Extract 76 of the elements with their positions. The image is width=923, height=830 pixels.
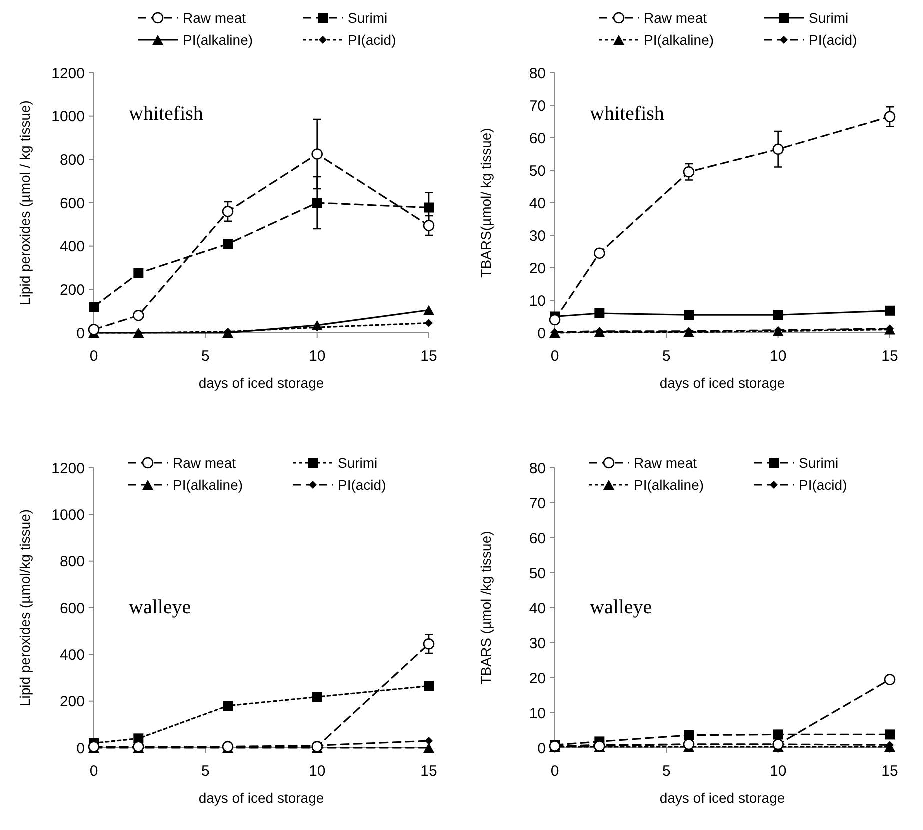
y-tick-label: 0 [538,325,546,342]
x-tick-label: 0 [90,348,98,365]
legend-label: PI(alkaline) [644,32,714,48]
legend-label: Raw meat [644,10,708,26]
y-tick-label: 1000 [52,108,85,126]
legend-label: PI(acid) [799,476,848,493]
legend-label: PI(alkaline) [634,476,704,493]
y-tick-label: 10 [529,292,546,310]
x-tick-label: 15 [882,763,898,780]
x-axis-title: days of iced storage [660,375,786,391]
x-tick-label: 15 [882,348,898,365]
legend-label: Surimi [348,10,388,26]
legend-label: Surimi [338,454,378,471]
y-tick-label: 60 [529,530,546,548]
y-tick-label: 600 [60,195,85,212]
text: whitefish [590,102,664,125]
y-axis-title: Lipid peroxides (µmol / kg tissue) [17,100,33,306]
text: walleye [590,596,652,619]
x-axis-title: days of iced storage [198,375,324,391]
y-axis-title: Lipid peroxides (µmol/kg tissue) [17,509,33,707]
y-tick-label: 40 [529,600,546,618]
x-tick-label: 15 [420,763,438,780]
legend-label: Raw meat [183,10,246,26]
y-tick-label: 0 [76,325,85,342]
text: whitefish [129,102,204,125]
legend-label: PI(alkaline) [173,476,244,493]
y-tick-label: 0 [76,740,85,758]
legend-label: Surimi [799,454,839,471]
y-axis-title: TBARS(µmol/ kg tissue) [478,128,494,278]
y-tick-label: 1200 [52,460,85,478]
y-tick-label: 800 [60,152,85,169]
y-tick-label: 20 [529,670,546,688]
y-tick-label: 60 [529,130,546,148]
y-tick-label: 200 [60,694,85,711]
x-tick-label: 5 [662,763,671,780]
y-tick-label: 400 [60,646,85,664]
y-tick-label: 70 [529,495,546,512]
y-tick-label: 80 [529,65,546,82]
legend-label: Raw meat [634,454,698,471]
x-tick-label: 0 [90,763,98,780]
x-tick-label: 10 [308,763,326,780]
legend-label: PI(acid) [809,32,858,48]
y-tick-label: 30 [529,635,546,652]
x-tick-label: 10 [770,348,787,365]
x-tick-label: 5 [201,348,210,365]
legend-label: PI(alkaline) [183,32,254,48]
x-tick-label: 5 [201,763,210,780]
y-tick-label: 800 [60,554,85,571]
y-axis-title: TBARS (µmol /kg tissue) [478,531,494,685]
y-tick-label: 400 [60,238,85,256]
legend-label: Surimi [809,10,849,26]
y-tick-label: 50 [529,162,546,180]
y-tick-label: 20 [529,260,546,278]
y-tick-label: 40 [529,195,546,212]
x-axis-title: days of iced storage [198,790,324,806]
legend-label: PI(acid) [338,476,386,493]
y-tick-label: 200 [60,282,85,299]
y-tick-label: 80 [529,460,546,478]
x-tick-label: 10 [308,348,326,365]
y-tick-label: 30 [529,228,546,245]
y-tick-label: 0 [538,740,546,758]
legend-label: PI(acid) [348,32,396,48]
text: walleye [129,596,192,619]
y-tick-label: 70 [529,98,546,115]
y-tick-label: 1200 [52,65,85,82]
x-axis-title: days of iced storage [660,790,786,806]
legend-label: Raw meat [173,454,236,471]
x-tick-label: 15 [420,348,438,365]
x-tick-label: 0 [550,763,560,780]
x-tick-label: 5 [662,348,671,365]
x-tick-label: 0 [550,348,560,365]
y-tick-label: 600 [60,600,85,618]
y-tick-label: 50 [529,565,546,582]
y-tick-label: 1000 [52,506,85,524]
x-tick-label: 10 [770,763,787,780]
y-tick-label: 10 [529,705,546,722]
